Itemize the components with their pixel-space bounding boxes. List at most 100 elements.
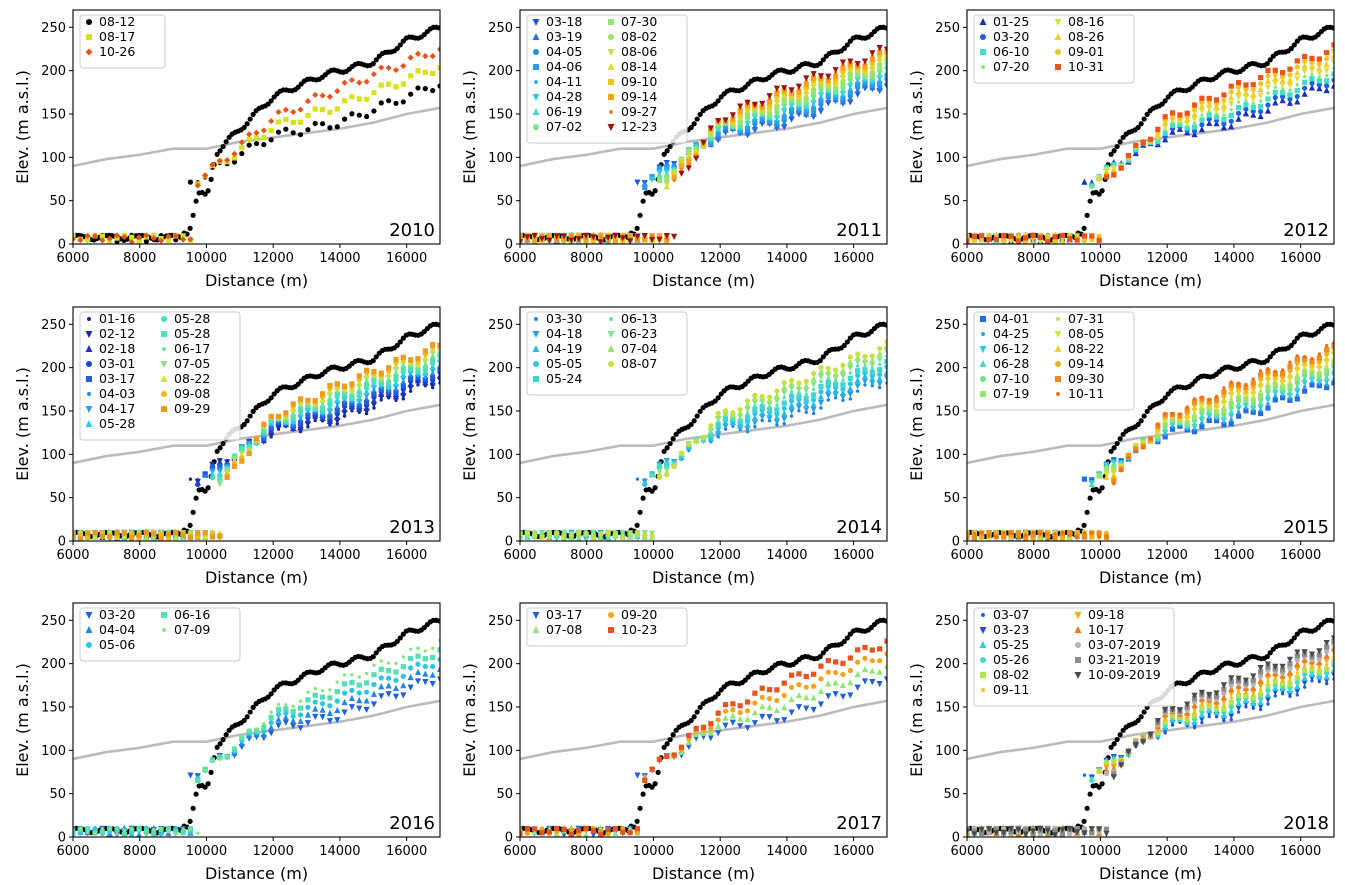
data-point <box>1162 136 1169 143</box>
data-point <box>1125 152 1132 159</box>
data-point <box>1156 422 1160 426</box>
data-point <box>143 232 150 239</box>
profile-point <box>214 448 220 454</box>
data-point <box>986 236 992 243</box>
data-point <box>520 534 524 541</box>
legend: 03-1803-1904-0504-0604-1104-2806-1907-02… <box>526 14 688 144</box>
data-point <box>1015 234 1021 240</box>
data-point <box>1258 109 1264 115</box>
year-label: 2011 <box>836 220 882 241</box>
profile-point <box>844 635 850 641</box>
data-point <box>1279 97 1286 104</box>
data-point <box>1310 356 1314 361</box>
profile-point <box>1141 413 1147 419</box>
data-point <box>319 405 326 411</box>
data-point <box>165 825 172 832</box>
data-point <box>1184 116 1191 123</box>
data-point <box>415 356 421 362</box>
profile-point <box>1081 225 1087 231</box>
data-point <box>1250 96 1257 103</box>
data-point <box>326 93 333 100</box>
data-point <box>341 401 348 407</box>
data-point <box>1081 233 1088 239</box>
data-point <box>656 236 663 243</box>
data-point <box>1294 58 1300 64</box>
data-point <box>855 389 860 393</box>
data-point <box>1301 62 1308 69</box>
data-point <box>393 84 399 90</box>
data-point <box>1200 395 1204 399</box>
data-point <box>818 364 824 371</box>
y-tick-label: 50 <box>49 787 66 802</box>
legend-label: 05-05 <box>546 356 582 371</box>
data-point <box>568 237 575 244</box>
data-point <box>1323 359 1330 366</box>
data-point <box>1235 94 1242 101</box>
data-point <box>825 365 831 371</box>
data-point <box>1294 376 1300 382</box>
legend-label: 09-14 <box>1068 356 1104 371</box>
profile-point <box>640 495 646 501</box>
data-point <box>275 716 282 723</box>
data-point <box>414 50 422 57</box>
data-point <box>73 235 77 242</box>
data-point <box>656 233 663 239</box>
data-point <box>1316 70 1323 77</box>
legend-marker <box>533 64 539 70</box>
data-point <box>1266 367 1270 371</box>
y-tick-label: 100 <box>488 151 513 166</box>
data-point <box>861 373 869 380</box>
data-point <box>708 423 714 429</box>
data-point <box>671 463 677 470</box>
data-point <box>861 58 869 65</box>
data-point <box>584 537 588 541</box>
data-point <box>297 106 304 113</box>
legend-item: 03-30 <box>534 311 582 326</box>
profile-point <box>1087 198 1093 204</box>
data-point <box>378 100 384 106</box>
data-point <box>751 720 758 727</box>
legend-item: 08-07 <box>608 356 657 371</box>
data-point <box>1250 90 1257 98</box>
data-point <box>810 375 817 382</box>
profile-point <box>1144 111 1150 117</box>
data-point <box>159 826 163 831</box>
data-point <box>876 375 883 382</box>
legend-marker <box>607 63 615 70</box>
data-point <box>414 668 422 676</box>
data-point <box>1235 400 1242 408</box>
data-point <box>217 475 223 482</box>
data-point <box>283 116 289 123</box>
data-point <box>1316 61 1322 67</box>
data-point <box>202 530 208 536</box>
data-point <box>855 364 860 368</box>
data-point <box>1111 465 1117 471</box>
data-point <box>1265 384 1271 390</box>
data-point <box>209 470 216 478</box>
data-point <box>1206 119 1213 127</box>
x-tick-label: 16000 <box>833 548 874 563</box>
profile-point <box>694 116 700 122</box>
data-point <box>231 463 238 469</box>
data-point <box>350 673 354 677</box>
profile-point <box>190 212 196 218</box>
data-point <box>1251 101 1255 105</box>
x-axis-label: Distance (m) <box>205 864 308 883</box>
data-point <box>1236 381 1241 385</box>
data-point <box>232 745 237 750</box>
y-tick-label: 200 <box>488 64 513 79</box>
data-point <box>795 704 803 711</box>
data-point <box>1111 478 1117 484</box>
data-point <box>1295 354 1299 358</box>
profile-point <box>661 744 667 750</box>
data-point <box>1185 405 1189 409</box>
data-point <box>877 65 883 71</box>
data-point <box>775 403 779 408</box>
legend-label: 03-20 <box>993 29 1029 44</box>
data-point <box>165 536 172 541</box>
data-point <box>1243 408 1249 414</box>
legend-marker <box>607 124 615 131</box>
data-point <box>99 233 105 239</box>
x-tick-label: 8000 <box>570 548 603 563</box>
data-point <box>319 714 326 721</box>
